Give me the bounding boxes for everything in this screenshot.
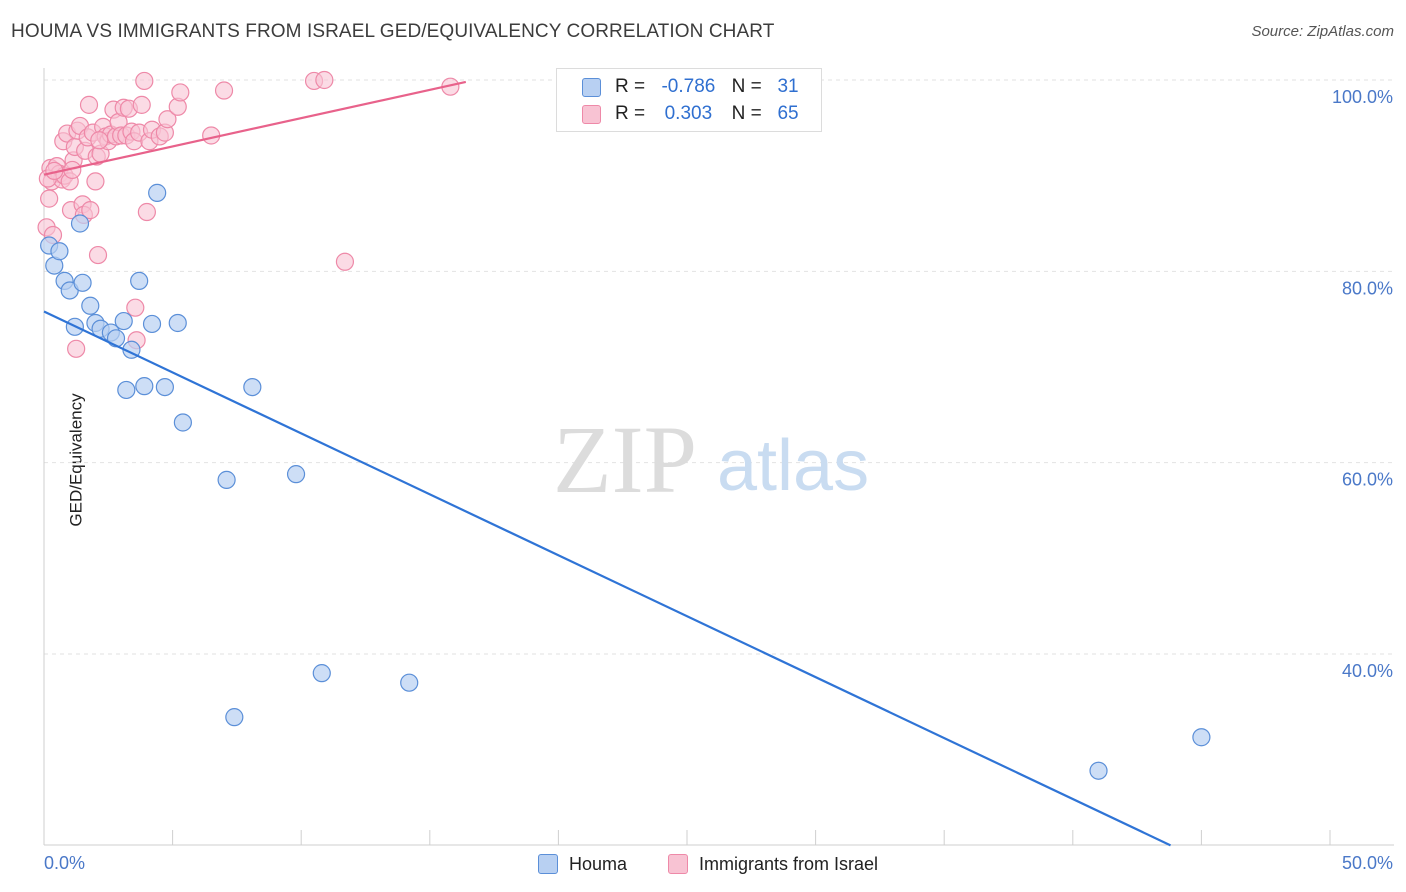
houma-point <box>1192 728 1211 747</box>
israel-n-value: 65 <box>777 103 799 124</box>
israel-point <box>90 131 109 150</box>
y-tick-label: 60.0% <box>1342 470 1393 490</box>
israel-r-value: 0.303 <box>664 103 713 124</box>
houma-point <box>243 377 262 397</box>
israel-point <box>135 71 154 91</box>
houma-point <box>168 313 187 333</box>
legend-row-israel: R = 0.303 N = 65 <box>582 101 809 127</box>
israel-n-label: N = <box>731 103 762 124</box>
houma-point <box>148 183 167 202</box>
houma-point <box>1089 761 1108 780</box>
israel-point <box>40 189 59 208</box>
houma-r-label: R = <box>615 76 646 97</box>
watermark: ZIP atlas <box>553 406 869 513</box>
israel-point <box>202 126 221 145</box>
houma-point <box>217 470 236 489</box>
houma-trendline <box>43 310 1172 847</box>
israel-r-label: R = <box>615 103 646 124</box>
source-credit: Source: ZipAtlas.com <box>1251 23 1394 40</box>
israel-point <box>315 70 334 90</box>
correlation-legend: R = -0.786 N = 31 R = 0.303 N = 65 <box>556 68 822 132</box>
houma-series <box>40 183 1211 780</box>
trendlines <box>43 80 1172 847</box>
israel-point <box>137 202 156 222</box>
bottom-legend-israel: Immigrants from Israel <box>668 852 878 876</box>
israel-point <box>335 252 355 271</box>
houma-point <box>135 377 154 396</box>
israel-point <box>86 172 105 191</box>
grid-lines <box>44 79 1394 655</box>
israel-point <box>81 201 100 220</box>
y-tick-label: 40.0% <box>1342 661 1393 681</box>
houma-point <box>173 413 192 432</box>
israel-point <box>79 95 99 114</box>
houma-n-value: 31 <box>777 76 799 97</box>
israel-swatch <box>582 104 601 124</box>
houma-point <box>81 296 100 315</box>
watermark-zip: ZIP <box>553 406 697 513</box>
houma-point <box>106 329 126 348</box>
houma-point <box>400 673 419 692</box>
houma-legend-label: Houma <box>569 853 628 874</box>
x-tick-label: 0.0% <box>44 853 85 873</box>
israel-point <box>158 110 177 129</box>
houma-point <box>155 377 174 397</box>
houma-n-label: N = <box>731 76 762 97</box>
israel-point <box>214 81 234 100</box>
bottom-legend-houma: Houma <box>538 852 627 876</box>
israel-series <box>37 70 460 358</box>
israel-legend-label: Immigrants from Israel <box>699 853 879 874</box>
houma-point <box>312 664 331 683</box>
houma-point <box>286 465 306 484</box>
legend-row-houma: R = -0.786 N = 31 <box>582 74 809 100</box>
israel-legend-swatch <box>668 854 688 874</box>
israel-point <box>67 339 86 358</box>
houma-legend-swatch <box>538 854 558 874</box>
houma-point <box>50 242 69 261</box>
houma-r-value: -0.786 <box>661 76 716 97</box>
israel-point <box>88 245 108 265</box>
houma-point <box>70 214 90 233</box>
houma-point <box>130 271 149 290</box>
chart-title: HOUMA VS IMMIGRANTS FROM ISRAEL GED/EQUI… <box>11 21 775 42</box>
houma-swatch <box>582 77 601 97</box>
y-tick-labels: 100.0% 80.0% 60.0% 40.0% <box>1332 87 1393 681</box>
houma-point <box>114 311 133 331</box>
y-tick-label: 80.0% <box>1342 278 1393 298</box>
houma-point <box>225 708 244 727</box>
x-tick-label: 50.0% <box>1342 853 1393 873</box>
x-tick-labels: 0.0% 50.0% <box>44 853 1393 873</box>
israel-trendline <box>43 80 467 176</box>
houma-point <box>142 314 162 334</box>
houma-point <box>117 380 136 400</box>
y-tick-label: 100.0% <box>1332 87 1393 107</box>
houma-point <box>73 273 92 292</box>
israel-point <box>171 83 190 102</box>
israel-point <box>126 298 145 317</box>
israel-point <box>132 95 151 114</box>
watermark-atlas: atlas <box>717 426 869 506</box>
